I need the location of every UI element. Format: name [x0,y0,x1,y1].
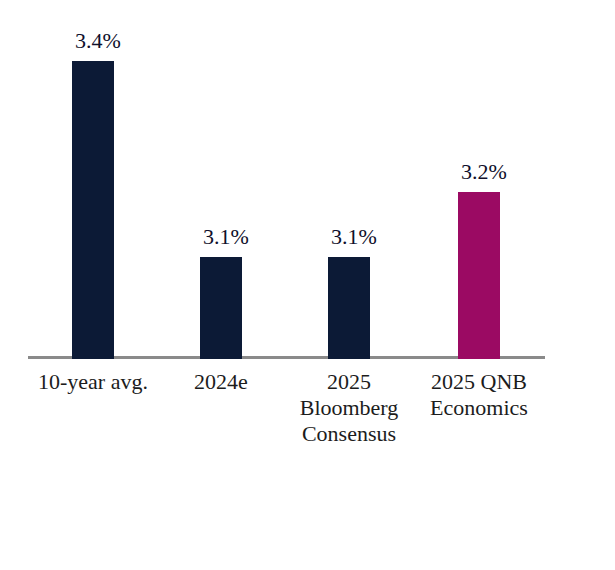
category-label: 2025 QNB Economics [414,369,544,421]
bar-value-label: 3.1% [289,225,419,249]
category-label: 2024e [156,369,286,395]
bar-value-label: 3.1% [161,225,291,249]
bar-value-label: 3.2% [419,160,549,184]
bar [328,257,370,359]
bar-group: 3.1% 2024e [156,0,286,570]
category-label: 2025 Bloomberg Consensus [284,369,414,447]
category-label: 10-year avg. [28,369,158,395]
bar [200,257,242,359]
bar-group: 3.2% 2025 QNB Economics [414,0,544,570]
bar [72,61,114,359]
bar-group: 3.1% 2025 Bloomberg Consensus [284,0,414,570]
bar-value-label: 3.4% [33,29,163,53]
bar [458,192,500,359]
bar-group: 3.4% 10-year avg. [28,0,158,570]
bar-chart: 3.4% 10-year avg. 3.1% 2024e 3.1% 2025 B… [0,0,615,570]
